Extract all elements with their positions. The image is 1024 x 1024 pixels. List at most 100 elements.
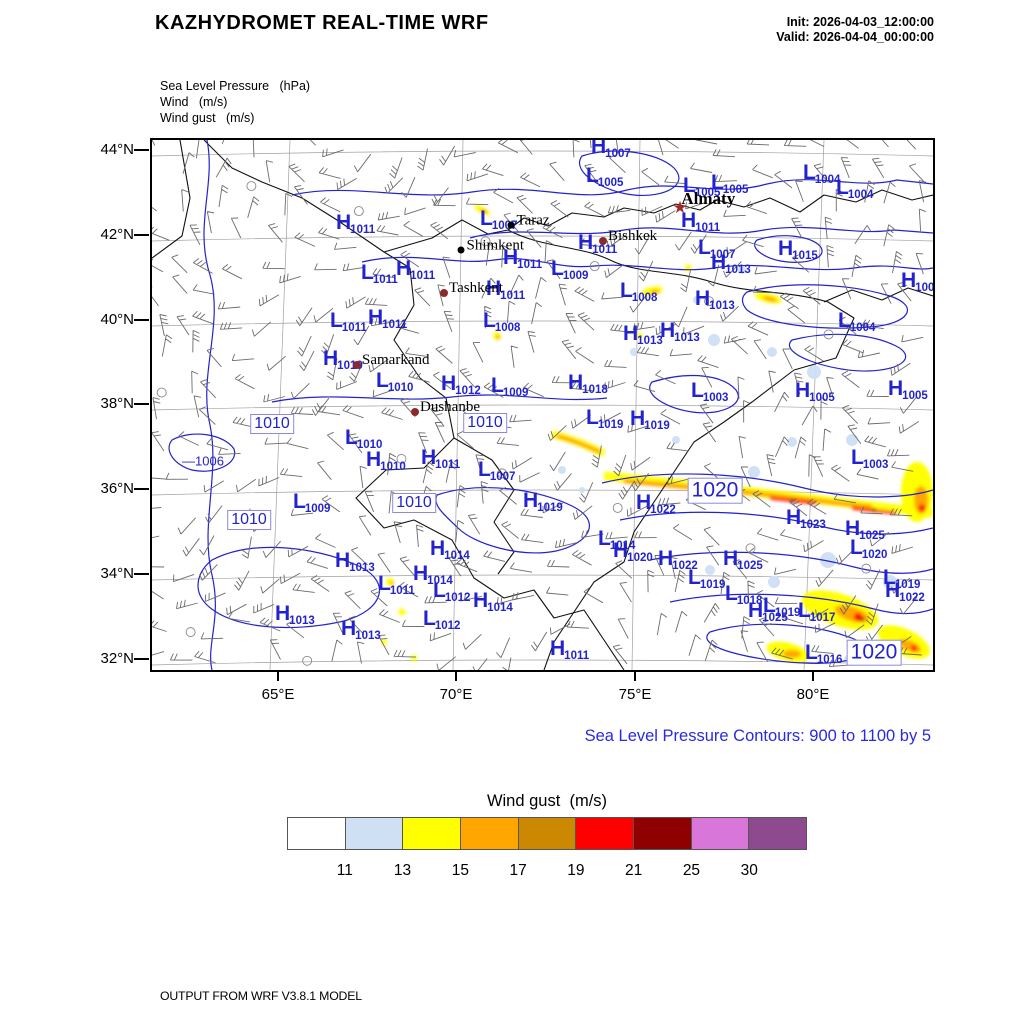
pressure-center-letter: H xyxy=(711,251,726,274)
pressure-center-label: L1004 xyxy=(838,309,875,334)
pressure-center-label: H1023 xyxy=(786,506,826,531)
station-circle-icon xyxy=(396,453,407,464)
pressure-center-value: 1007 xyxy=(605,148,631,160)
lat-tick-label: 34°N xyxy=(100,565,134,582)
pressure-center-label: L1004 xyxy=(836,176,873,201)
pressure-center-value: 1019 xyxy=(699,579,726,591)
pressure-center-letter: L xyxy=(586,164,599,187)
pressure-center-value: 1013 xyxy=(709,300,735,312)
pressure-center-letter: L xyxy=(378,572,391,595)
pressure-center-label: H1018 xyxy=(568,371,608,396)
city-label: Dushanbe xyxy=(420,399,480,415)
colorbar-cell xyxy=(460,818,518,849)
pressure-center-label: L1008 xyxy=(620,279,658,304)
pressure-center-value: 1025 xyxy=(859,530,885,542)
pressure-center-label: L1017 xyxy=(798,599,835,624)
pressure-center-label: L1005 xyxy=(586,164,623,189)
fields-legend: Sea Level Pressure (hPa) Wind (m/s) Wind g… xyxy=(160,78,310,126)
valid-time: Valid: 2026-04-04_00:00:00 xyxy=(776,30,934,44)
pressure-center-letter: H xyxy=(336,211,351,234)
pressure-center-value: 1019 xyxy=(537,502,563,514)
pressure-center-value: 1011 xyxy=(592,244,618,256)
pressure-center-value: 1018 xyxy=(736,595,763,607)
pressure-center-value: 1009 xyxy=(562,270,589,282)
pressure-center-letter: L xyxy=(711,171,724,194)
run-times: Init: 2026-04-03_12:00:00 Valid: 2026-04… xyxy=(776,15,934,45)
contour-box-label: 1010 xyxy=(463,413,507,433)
pressure-center-value: 1025 xyxy=(737,560,763,572)
station-circle-icon xyxy=(246,181,257,191)
lon-tick-label: 80°E xyxy=(796,686,830,703)
pressure-center-letter: L xyxy=(598,527,611,550)
pressure-center-letter: H xyxy=(623,322,638,345)
pressure-center-label: L1012 xyxy=(433,579,470,604)
pressure-center-label: H1022 xyxy=(658,547,698,572)
pressure-center-letter: H xyxy=(341,617,356,640)
pressure-center-value: 1013 xyxy=(674,332,700,344)
contour-box-label: 1020 xyxy=(687,477,743,504)
pressure-center-letter: L xyxy=(483,309,496,332)
pressure-center-letter: L xyxy=(683,174,696,197)
pressure-center-letter: L xyxy=(805,641,818,664)
colorbar-tick-label: 25 xyxy=(682,862,701,879)
pressure-center-letter: H xyxy=(413,562,428,585)
model-info: OUTPUT FROM WRF V3.8.1 MODEL WE = 519 ; … xyxy=(160,959,626,1024)
city-label: Bishkek xyxy=(608,228,658,244)
wind-barb-strokes xyxy=(152,140,927,670)
colorbar-tick-label: 17 xyxy=(509,862,527,879)
colorbar-tick-label: 30 xyxy=(740,862,758,879)
pressure-center-label: H1011 xyxy=(396,257,435,282)
city-label: Shimkent xyxy=(466,237,525,254)
city-label: Taraz xyxy=(516,212,550,229)
colorbar-cell xyxy=(575,818,634,849)
pressure-center-letter: L xyxy=(803,161,816,184)
lat-tick-mark xyxy=(134,573,149,575)
pressure-center-label: L1019 xyxy=(586,406,623,431)
pressure-center-value: 1013 xyxy=(355,630,381,642)
station-circle-icon xyxy=(861,563,872,574)
pressure-center-letter: H xyxy=(396,257,411,280)
pressure-center-label: H1019 xyxy=(630,407,670,432)
pressure-center-letter: H xyxy=(366,448,381,471)
pressure-center-label: L1011 xyxy=(361,261,398,286)
pressure-center-value: 1018 xyxy=(582,384,608,396)
pressure-center-value: 1025 xyxy=(762,612,788,624)
lat-tick-mark xyxy=(134,234,149,236)
pressure-center-letter: L xyxy=(688,566,701,589)
pressure-center-letter: H xyxy=(636,491,651,514)
pressure-center-value: 1022 xyxy=(650,504,676,516)
station-circle-icon xyxy=(589,261,600,272)
pressure-center-letter: L xyxy=(361,261,374,284)
pressure-center-label: L1018 xyxy=(725,582,763,607)
pressure-center-letter: L xyxy=(798,599,811,622)
pressure-center-letter: L xyxy=(330,309,343,332)
pressure-center-letter: L xyxy=(763,594,776,617)
pressure-center-label: H1022 xyxy=(885,579,925,604)
pressure-center-value: 1008 xyxy=(631,292,658,304)
pressure-center-value: 1020 xyxy=(627,552,653,564)
pressure-center-letter: H xyxy=(323,347,338,370)
pressure-center-label: H1011 xyxy=(503,246,542,271)
pressure-center-letter: H xyxy=(368,306,383,329)
pressure-center-value: 1011 xyxy=(341,322,367,334)
pressure-center-label: L1009 xyxy=(491,374,529,399)
station-circle-icon xyxy=(156,387,167,398)
station-circle-icon xyxy=(612,502,623,513)
pressure-center-value: 1011 xyxy=(564,650,590,662)
lon-tick-mark xyxy=(277,670,279,681)
pressure-center-letter: H xyxy=(723,547,738,570)
lon-tick-label: 70°E xyxy=(439,686,473,703)
pressure-center-value: 1007 xyxy=(489,471,516,483)
lon-tick-label: 65°E xyxy=(261,686,295,703)
pressure-center-value: 1013 xyxy=(349,562,375,574)
pressure-center-value: 1009 xyxy=(502,387,529,399)
pressure-center-label: H1014 xyxy=(430,537,470,562)
pressure-center-letter: L xyxy=(691,379,704,402)
station-circle-icon xyxy=(480,236,491,247)
pressure-center-letter: L xyxy=(293,490,306,513)
pressure-center-letter: L xyxy=(851,446,864,469)
dot-icon xyxy=(507,221,515,229)
colorbar-cell xyxy=(748,818,807,849)
pressure-center-value: 1020 xyxy=(861,549,888,561)
pressure-center-letter: H xyxy=(658,547,673,570)
